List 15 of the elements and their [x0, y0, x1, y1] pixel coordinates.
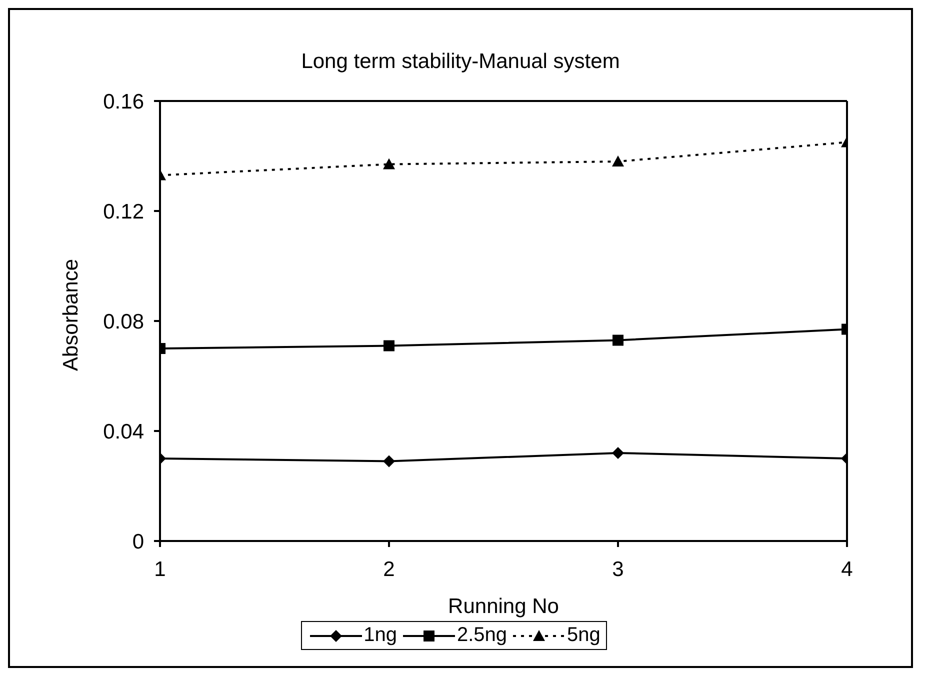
y-axis-title: Absorbance: [59, 258, 82, 371]
legend-label: 5ng: [567, 624, 600, 647]
x-axis-title: Running No: [448, 595, 559, 618]
y-tick-label: 0.08: [103, 310, 144, 334]
chart-title: Long term stability-Manual system: [300, 50, 621, 75]
y-tick-label: 0.04: [103, 420, 144, 444]
x-tick-label: 1: [154, 558, 166, 581]
x-tick-label: 3: [612, 558, 624, 581]
y-tick-label: 0: [132, 530, 144, 554]
y-tick-label: 0.12: [103, 200, 144, 224]
legend-label: 2.5ng: [456, 624, 508, 647]
x-tick-label: 2: [383, 558, 395, 581]
legend-label: 1ng: [364, 624, 397, 647]
y-tick-label: 0.16: [103, 90, 144, 114]
x-tick-label: 4: [841, 558, 854, 581]
